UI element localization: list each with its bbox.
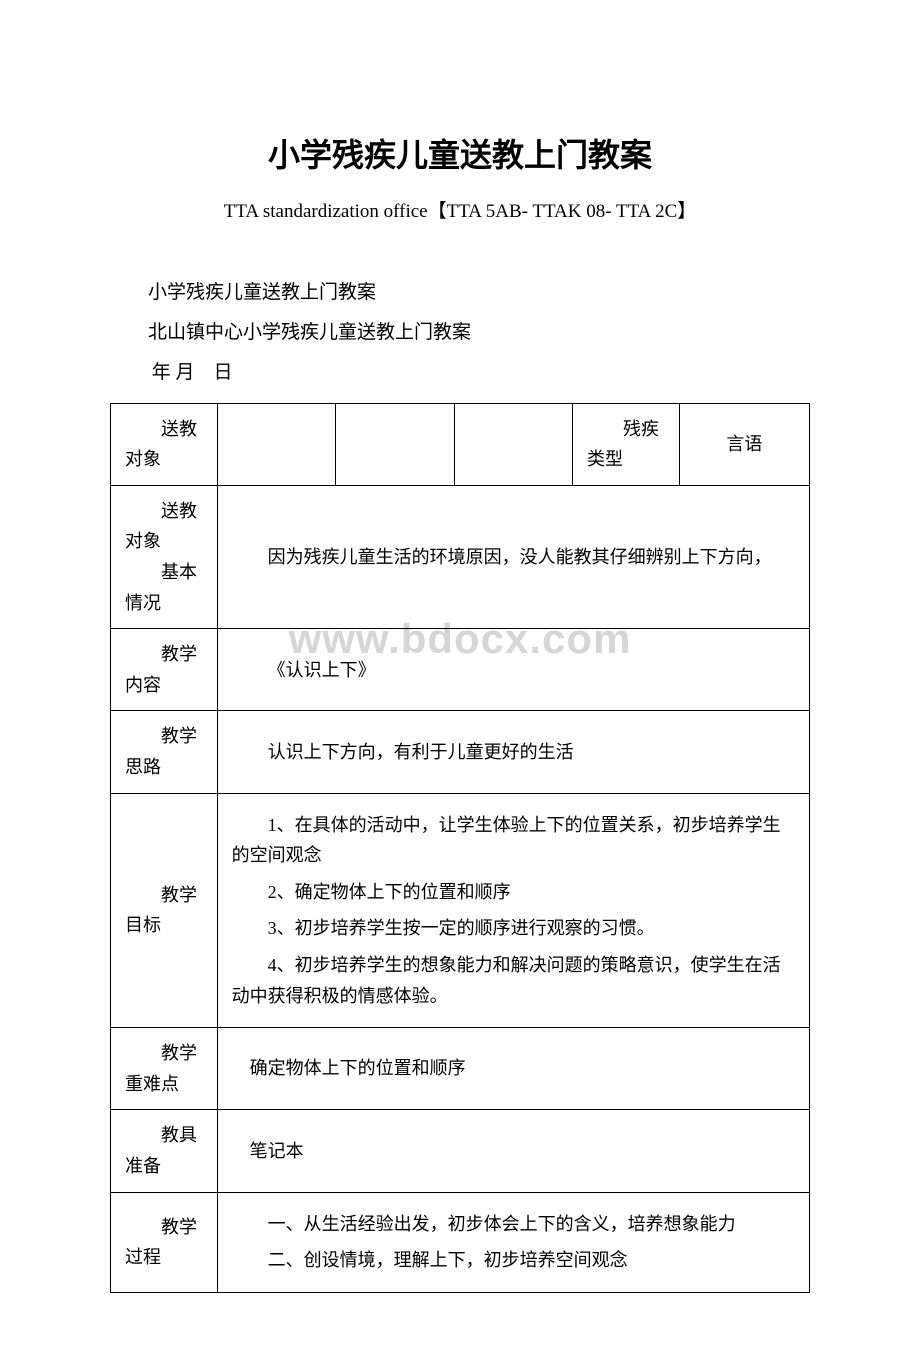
table-row: 教学重难点 确定物体上下的位置和顺序 [111,1028,810,1110]
value-disability-type: 言语 [679,403,809,485]
label-basic-info: 送教对象 基本情况 [111,485,218,628]
main-title: 小学残疾儿童送教上门教案 [110,130,810,176]
cell-blank [454,403,572,485]
content-teaching-idea: 认识上下方向，有利于儿童更好的生活 [217,711,809,793]
label-disability-type: 残疾类型 [573,403,680,485]
label-teaching-content: 教学内容 [111,629,218,711]
document-page: 小学残疾儿童送教上门教案 TTA standardization office【… [0,0,920,1353]
content-teaching-goal: 1、在具体的活动中，让学生体验上下的位置关系，初步培养学生的空间观念 2、确定物… [217,793,809,1028]
label-teaching-process: 教学过程 [111,1192,218,1292]
lesson-plan-table: 送教对象 残疾类型 言语 送教对象 基本情况 因为残疾儿童生活的环境原因，没人能… [110,403,810,1293]
content-key-difficulty: 确定物体上下的位置和顺序 [217,1028,809,1110]
table-row: 教具准备 笔记本 [111,1110,810,1192]
heading-line-1: 小学残疾儿童送教上门教案 [110,273,810,313]
cell-blank [336,403,454,485]
content-teaching-tools: 笔记本 [217,1110,809,1192]
label-teaching-goal: 教学目标 [111,793,218,1028]
table-row: 教学内容 《认识上下》 [111,629,810,711]
content-teaching-content: 《认识上下》 [217,629,809,711]
table-row: 教学思路 认识上下方向，有利于儿童更好的生活 [111,711,810,793]
label-teaching-idea: 教学思路 [111,711,218,793]
content-basic-info: 因为残疾儿童生活的环境原因，没人能教其仔细辨别上下方向， [217,485,809,628]
label-key-difficulty: 教学重难点 [111,1028,218,1110]
label-teaching-tools: 教具准备 [111,1110,218,1192]
subtitle: TTA standardization office【TTA 5AB- TTAK… [110,196,810,223]
table-row: 送教对象 残疾类型 言语 [111,403,810,485]
heading-line-2: 北山镇中心小学残疾儿童送教上门教案 [110,313,810,353]
table-row: 教学目标 1、在具体的活动中，让学生体验上下的位置关系，初步培养学生的空间观念 … [111,793,810,1028]
label-subject: 送教对象 [111,403,218,485]
content-teaching-process: 一、从生活经验出发，初步体会上下的含义，培养想象能力 二、创设情境，理解上下，初… [217,1192,809,1292]
table-row: 送教对象 基本情况 因为残疾儿童生活的环境原因，没人能教其仔细辨别上下方向， [111,485,810,628]
table-row: 教学过程 一、从生活经验出发，初步体会上下的含义，培养想象能力 二、创设情境，理… [111,1192,810,1292]
cell-blank [217,403,335,485]
date-line: 年 月 日 [110,353,810,393]
